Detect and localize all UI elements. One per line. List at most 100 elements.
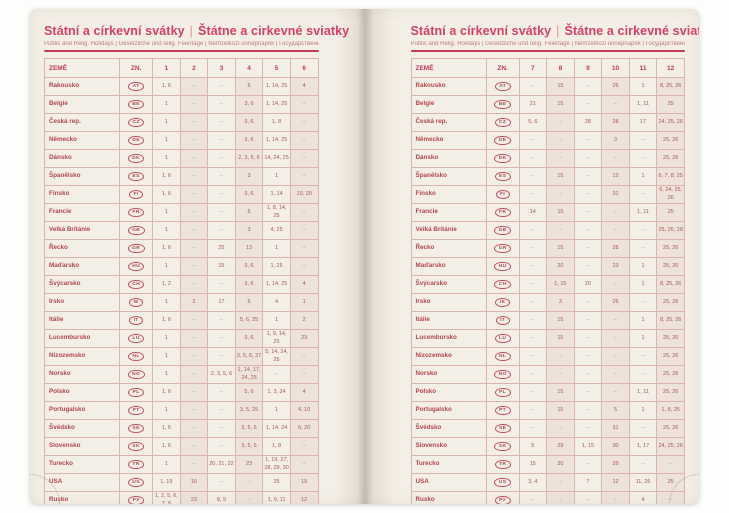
holiday-dates-cell: 1, 8 (262, 437, 291, 456)
country-name: Belgie (410, 95, 487, 114)
country-row: Finsko FI – – –31–6, 24, 25, 26 (410, 185, 685, 204)
month-column-header: 11 (628, 58, 658, 78)
holiday-dates-cell: 1 (289, 293, 319, 312)
holiday-dates-cell: – (628, 455, 658, 474)
holiday-dates-cell: 5, 6, 25 (234, 311, 264, 330)
country-name: Velká Británie (43, 221, 121, 240)
holiday-dates-cell: 4, 10 (289, 401, 319, 420)
holiday-dates-cell: 1, 8 (262, 113, 291, 132)
country-code-badge: GB (127, 226, 145, 235)
holiday-dates-cell: 6 (234, 203, 264, 222)
holiday-dates-cell: 1 (152, 455, 181, 474)
holiday-dates-cell: – (573, 203, 603, 222)
holiday-dates-cell: 25, 26 (656, 293, 685, 312)
holiday-dates-cell: – (628, 419, 658, 438)
holiday-dates-cell: 23 (601, 257, 630, 276)
holiday-dates-cell: 6, 20 (289, 419, 319, 438)
country-name: Rusko (410, 491, 487, 504)
country-code-badge: LU (128, 334, 145, 343)
holiday-dates-cell: – (573, 221, 603, 240)
holiday-dates-cell: 5, 6 (234, 383, 264, 402)
holiday-dates-cell: 1, 19 (152, 473, 181, 492)
holiday-dates-cell: – (518, 293, 548, 312)
holiday-dates-cell: 25, 26 (656, 347, 685, 366)
holiday-dates-cell: 28 (601, 239, 630, 258)
holiday-dates-cell: 31 (601, 185, 630, 204)
holiday-dates-cell: 15 (546, 311, 575, 330)
holiday-dates-cell: – (518, 131, 548, 150)
holiday-dates-cell: – (518, 221, 548, 240)
holiday-dates-cell: 1 (262, 311, 291, 330)
holiday-dates-cell: – (573, 185, 603, 204)
holiday-dates-cell: – (207, 437, 236, 456)
country-row: Rakousko AT –15–26 1 8, 25, 26 (410, 77, 685, 96)
country-code-cell: LU (485, 329, 520, 348)
country-code-badge: US (127, 478, 145, 487)
country-row: Rakousko AT 1, 6– –6 1, 14, 25 4 (43, 77, 319, 96)
holiday-dates-cell: – (207, 401, 236, 420)
page-title-czech: Státní a církevní svátky (44, 24, 185, 38)
holiday-dates-cell: – (628, 221, 658, 240)
holiday-dates-cell: – (207, 329, 236, 348)
holiday-dates-cell: 25 (656, 203, 685, 222)
holiday-dates-cell: 23 (234, 455, 264, 474)
holiday-dates-cell: – (573, 77, 603, 96)
country-name: Finsko (43, 185, 121, 204)
country-code-badge: CH (127, 280, 145, 289)
holiday-dates-cell: – (179, 437, 209, 456)
country-row: Nizozemsko NL 1– –3, 5, 6, 27 5, 14, 24, 25– (43, 347, 319, 366)
holiday-dates-cell: – (207, 185, 236, 204)
holiday-dates-cell: – (518, 401, 548, 420)
country-row: Lucembursko LU 1– –3, 6 1, 9, 14, 25 23 (43, 329, 319, 348)
holiday-dates-cell: 25, 26, 28 (656, 221, 685, 240)
country-name: Dánsko (43, 149, 121, 168)
holiday-dates-cell: 1, 9, 14, 25 (262, 329, 291, 348)
holiday-dates-cell: 21 (518, 95, 548, 114)
column-header-code: ZN. (485, 58, 520, 78)
holiday-dates-cell: 8, 25, 26 (656, 275, 685, 294)
country-name: Nizozemsko (43, 347, 121, 366)
holiday-dates-cell: – (601, 491, 630, 504)
country-code-cell: AT (485, 77, 520, 96)
country-code-cell: IE (485, 293, 520, 312)
holiday-dates-cell: 3 (546, 293, 575, 312)
holiday-dates-cell: 23 (179, 491, 209, 504)
country-row: Francie FR 1– –6 1, 8, 14, 25– (43, 203, 319, 222)
country-row: Nizozemsko NL – – – – –25, 26 (410, 347, 685, 366)
holiday-dates-cell: 1 (628, 77, 658, 96)
holiday-dates-cell: – (601, 149, 630, 168)
holiday-dates-cell: – (573, 401, 603, 420)
holiday-dates-cell: – (656, 455, 685, 474)
country-code-cell: PT (485, 401, 520, 420)
country-row: Německo DE 1– –3, 6 1, 14, 25– (43, 131, 319, 150)
country-code-badge: GB (494, 226, 512, 235)
country-code-cell: SK (119, 437, 154, 456)
country-code-cell: FI (119, 185, 154, 204)
diary-spread: Státní a církevní svátky | Štátne a cirkev… (30, 9, 699, 504)
holiday-dates-cell: – (573, 311, 603, 330)
country-code-cell: TR (119, 455, 154, 474)
country-code-badge: HU (127, 262, 145, 271)
holiday-dates-cell: – (518, 329, 548, 348)
holiday-dates-cell: 1, 14, 17, 24, 25 (234, 365, 264, 384)
holiday-dates-cell: – (289, 113, 319, 132)
title-rule (410, 50, 685, 52)
country-row: Turecko TR 1–20, 21, 22 23 1, 19, 27, 28, 29… (43, 455, 319, 474)
month-column-header: 6 (289, 58, 319, 78)
column-header-code: ZN. (119, 58, 154, 78)
country-name: Belgie (43, 95, 121, 114)
holiday-dates-cell: 25, 26 (656, 383, 685, 402)
holiday-dates-cell: – (573, 149, 603, 168)
country-code-cell: ES (119, 167, 154, 186)
holiday-dates-cell: – (207, 77, 236, 96)
country-row: Řecko GR 1, 6–25 13 1– (43, 239, 319, 258)
holiday-dates-cell: – (628, 365, 658, 384)
holiday-dates-cell: 25 (207, 239, 236, 258)
holiday-dates-cell: 1 (152, 293, 181, 312)
holiday-dates-cell: – (546, 365, 575, 384)
country-code-cell: US (119, 473, 154, 492)
holiday-dates-cell: – (628, 185, 658, 204)
country-code-badge: CH (494, 280, 511, 289)
holiday-dates-cell: – (573, 293, 603, 312)
country-name: USA (410, 473, 487, 492)
